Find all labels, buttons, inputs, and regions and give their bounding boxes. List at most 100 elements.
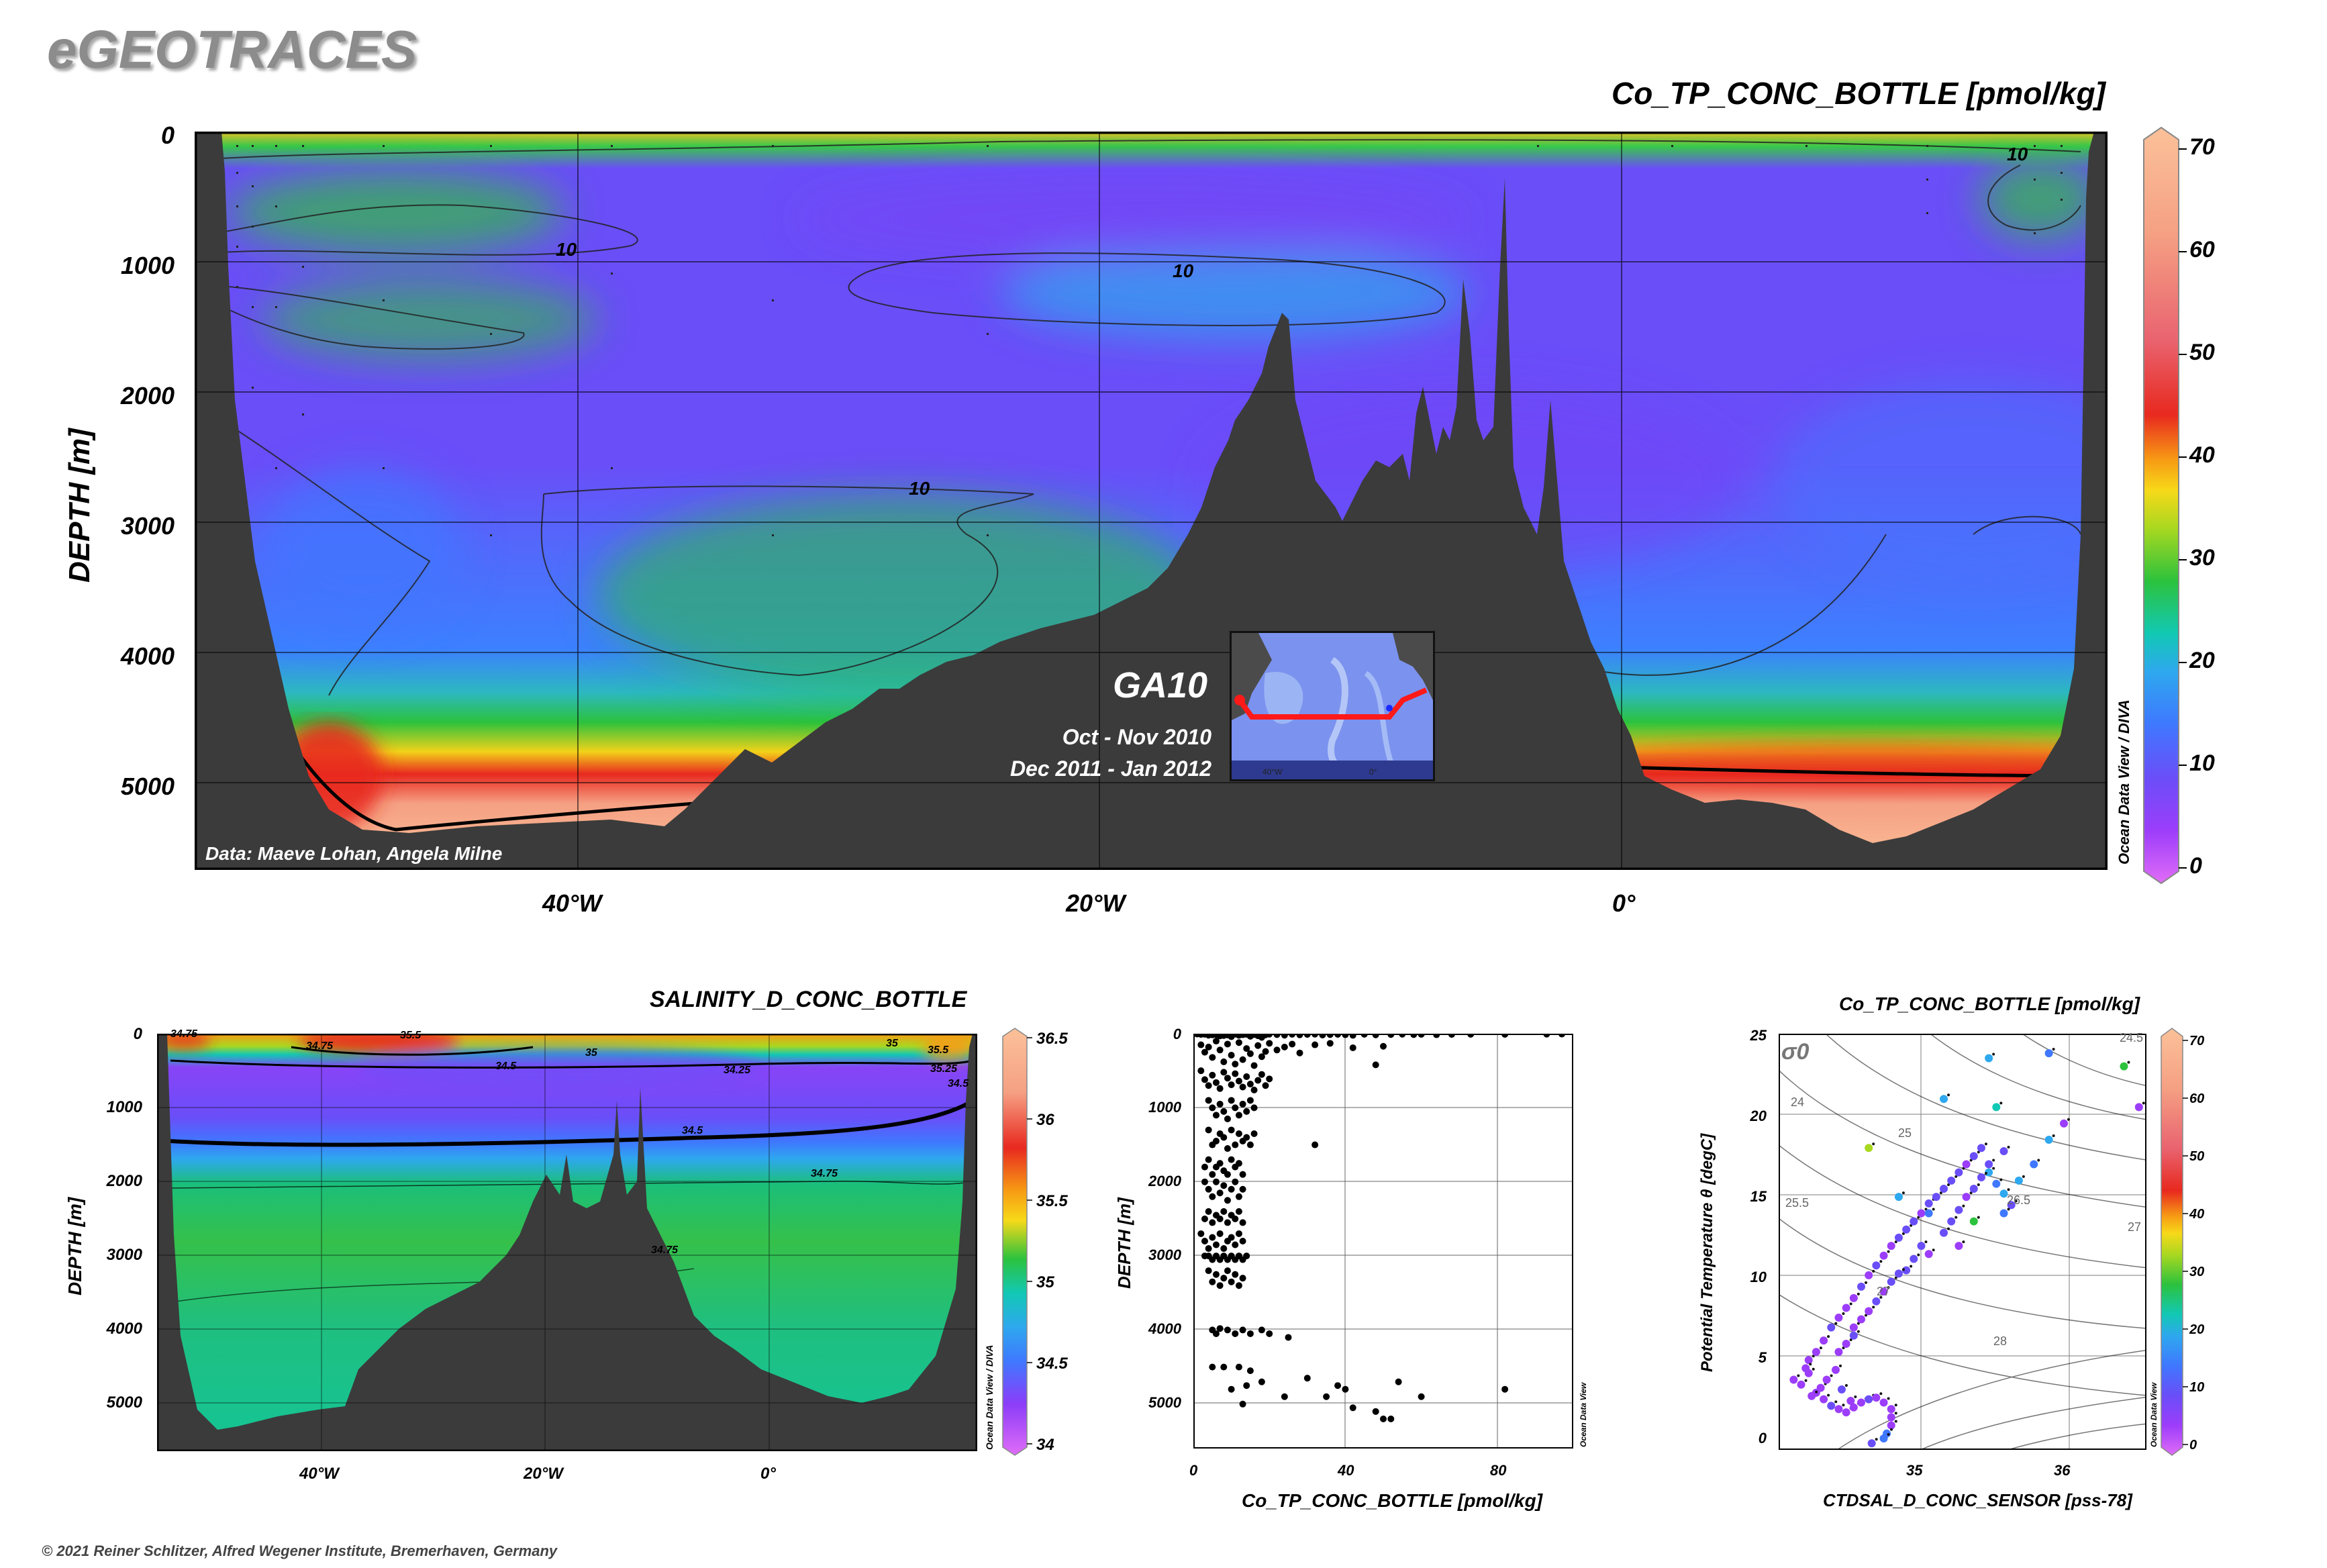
data-point bbox=[1228, 1097, 1235, 1104]
copyright-footer: © 2021 Reiner Schlitzer, Alfred Wegener … bbox=[42, 1542, 558, 1559]
data-point bbox=[1842, 1304, 1850, 1312]
salinity-title: SALINITY_D_CONC_BOTTLE bbox=[650, 987, 967, 1012]
salinity-contour-label: 34.75 bbox=[306, 1040, 334, 1052]
data-point bbox=[1326, 1040, 1334, 1047]
data-point bbox=[1239, 1100, 1246, 1108]
data-point bbox=[1865, 1307, 1873, 1316]
data-point-small bbox=[1932, 1208, 1935, 1211]
data-point bbox=[1285, 1334, 1292, 1341]
data-point bbox=[1917, 1209, 1926, 1218]
data-point bbox=[1246, 1367, 1254, 1375]
data-point bbox=[1232, 1178, 1239, 1185]
data-point-small bbox=[1879, 1392, 1883, 1395]
data-point bbox=[1985, 1054, 1993, 1063]
odv-label: Ocean Data View / DIVA bbox=[984, 1344, 995, 1450]
data-point-small bbox=[1856, 1322, 1860, 1325]
main-section-plot bbox=[195, 132, 2108, 870]
data-point bbox=[1232, 1061, 1239, 1068]
data-point bbox=[1212, 1079, 1220, 1086]
data-point bbox=[1857, 1398, 1866, 1407]
inset-map-graphic bbox=[1232, 633, 1433, 779]
data-point bbox=[1831, 1365, 1840, 1374]
data-point bbox=[1266, 1040, 1273, 1047]
data-point bbox=[1235, 1039, 1242, 1046]
data-point bbox=[1209, 1219, 1216, 1226]
data-point bbox=[1296, 1049, 1303, 1057]
data-point bbox=[1822, 1375, 1831, 1384]
isopycnal-label: 25 bbox=[1898, 1126, 1912, 1140]
data-point bbox=[2007, 1201, 2016, 1210]
data-point-small bbox=[1815, 1390, 1818, 1393]
odv-label: Ocean Data View bbox=[2149, 1382, 2159, 1447]
data-point bbox=[1418, 1393, 1425, 1400]
salinity-xtick: 0° bbox=[760, 1465, 776, 1483]
colorbar-tick: 30 bbox=[2189, 1265, 2205, 1279]
data-point bbox=[1201, 1238, 1208, 1244]
data-point-small bbox=[2007, 1146, 2010, 1149]
data-point bbox=[1212, 1178, 1220, 1185]
data-point bbox=[1216, 1100, 1224, 1108]
data-point-small bbox=[1879, 1260, 1883, 1263]
main-ytick: 2000 bbox=[120, 382, 175, 409]
main-ylabel: DEPTH [m] bbox=[63, 428, 96, 583]
data-point bbox=[1969, 1152, 1978, 1161]
data-point bbox=[1962, 1193, 1971, 1202]
data-point-small bbox=[1947, 1227, 1950, 1230]
data-point bbox=[1220, 1134, 1228, 1141]
ts-ytick: 5 bbox=[1758, 1349, 1767, 1366]
data-point bbox=[1887, 1413, 1895, 1422]
data-point bbox=[1342, 1385, 1349, 1393]
odv-label: Ocean Data View / DIVA bbox=[2116, 699, 2132, 865]
data-point bbox=[1209, 1363, 1216, 1371]
data-point bbox=[1235, 1130, 1242, 1137]
data-point bbox=[1246, 1081, 1254, 1088]
scatter-depth-ylabel: DEPTH [m] bbox=[1114, 1197, 1134, 1289]
salinity-ytick: 1000 bbox=[106, 1098, 142, 1116]
data-point-small bbox=[2007, 1208, 2010, 1211]
data-point bbox=[1209, 1171, 1216, 1178]
colorbar-tick: 36 bbox=[1036, 1111, 1054, 1129]
data-point-small bbox=[2014, 1199, 2018, 1203]
ts-ylabel: Potential Temperature θ [degC] bbox=[1698, 1133, 1716, 1372]
scatter-ytick: 5000 bbox=[1148, 1394, 1181, 1411]
data-point bbox=[1220, 1108, 1228, 1115]
ts-xtick: 35 bbox=[1906, 1462, 1923, 1479]
data-point bbox=[1216, 1325, 1224, 1332]
data-point-small bbox=[1894, 1420, 1897, 1423]
data-point bbox=[1857, 1282, 1866, 1291]
colorbar-tick: 60 bbox=[2189, 237, 2215, 262]
data-point bbox=[1220, 1182, 1228, 1189]
data-point bbox=[1246, 1050, 1254, 1057]
data-point bbox=[1924, 1250, 1933, 1259]
data-point bbox=[1239, 1185, 1246, 1193]
data-point bbox=[1940, 1184, 1948, 1193]
data-point-small bbox=[1992, 1159, 1995, 1162]
main-ytick: 5000 bbox=[120, 773, 175, 800]
data-point bbox=[1879, 1434, 1888, 1442]
data-point bbox=[1220, 1208, 1228, 1215]
ts-ytick: 25 bbox=[1750, 1027, 1767, 1044]
data-point bbox=[1228, 1385, 1235, 1393]
data-point bbox=[1258, 1053, 1265, 1061]
data-point bbox=[1205, 1208, 1212, 1215]
colorbar-tick: 20 bbox=[2189, 648, 2215, 673]
data-point-small bbox=[1830, 1374, 1833, 1377]
data-point-small bbox=[1827, 1393, 1830, 1397]
data-point bbox=[1224, 1075, 1231, 1082]
data-point bbox=[1311, 1041, 1319, 1048]
data-point bbox=[1999, 1189, 2008, 1198]
data-point-small bbox=[2022, 1175, 2025, 1178]
salinity-ylabel: DEPTH [m] bbox=[64, 1197, 85, 1295]
data-point bbox=[1865, 1144, 1873, 1153]
scatter-xlabel: Co_TP_CONC_BOTTLE [pmol/kg] bbox=[1242, 1490, 1543, 1511]
data-point bbox=[1834, 1405, 1843, 1414]
data-point bbox=[1232, 1104, 1239, 1112]
data-point bbox=[1250, 1062, 1258, 1069]
salinity-colorbar bbox=[1002, 1028, 1032, 1456]
data-point-small bbox=[1969, 1159, 1973, 1162]
data-point bbox=[1940, 1228, 1948, 1237]
data-point bbox=[1849, 1293, 1858, 1302]
scatter-ytick: 1000 bbox=[1148, 1099, 1181, 1116]
data-point bbox=[1887, 1277, 1895, 1286]
data-point bbox=[1837, 1385, 1846, 1394]
